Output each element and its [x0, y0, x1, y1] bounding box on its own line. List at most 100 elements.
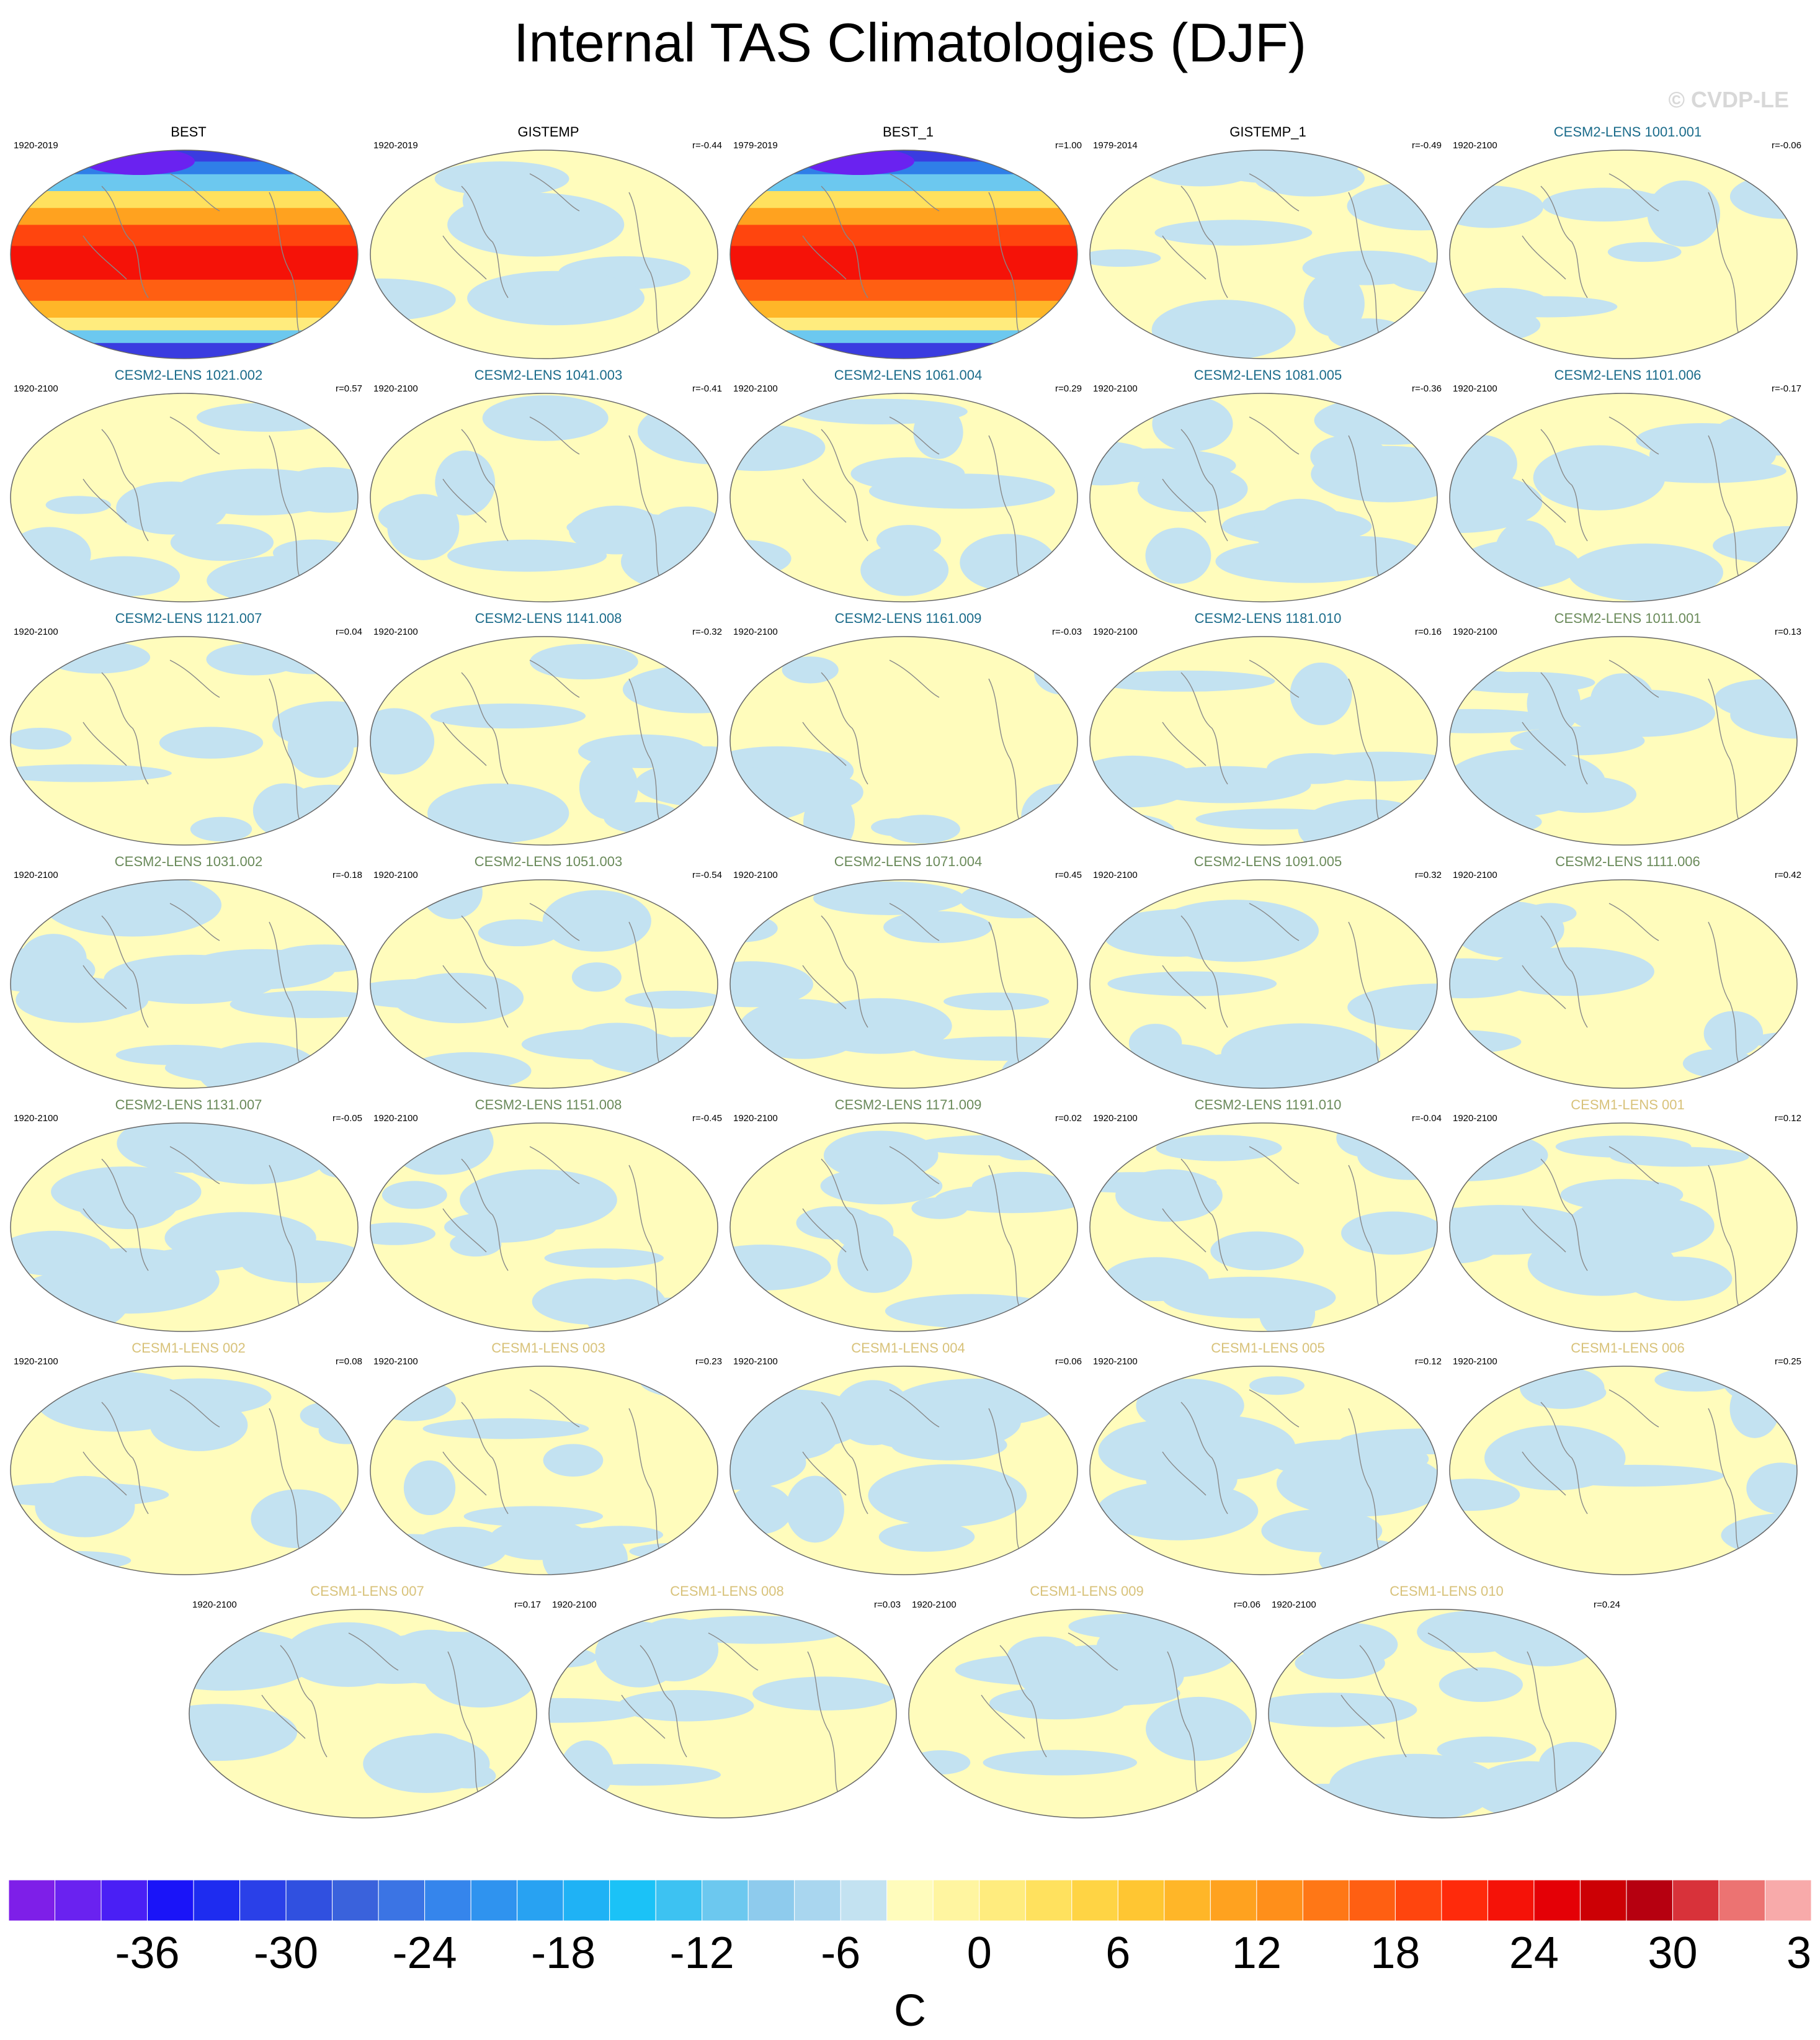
anomaly-patch — [1037, 893, 1077, 921]
world-map — [370, 150, 718, 359]
anomaly-patch — [1439, 1667, 1523, 1702]
anomaly-patch — [796, 1206, 876, 1240]
anomaly-patch — [1537, 1380, 1607, 1405]
panel-title: CESM1-LENS 005 — [1211, 1340, 1325, 1356]
anomaly-patch — [1545, 1464, 1724, 1487]
map-panel: GISTEMP_1 1979-2014 r=-0.49 — [1088, 124, 1448, 360]
panel-correlation: r=0.13 — [1775, 627, 1801, 637]
anomaly-patch — [164, 1212, 316, 1264]
coastline — [802, 1451, 847, 1496]
coastline — [1708, 678, 1740, 822]
map-outline — [370, 1122, 718, 1332]
anomaly-patch — [730, 961, 813, 1008]
colorbar-swatch — [1164, 1880, 1211, 1921]
coastline — [1540, 1158, 1588, 1271]
coastline — [101, 429, 149, 542]
anomaly-patch — [730, 1484, 793, 1534]
panel-period: 1920-2100 — [733, 627, 778, 637]
anomaly-patch — [886, 815, 960, 844]
colorbar-tick-label: 24 — [1509, 1928, 1559, 1978]
map-outline — [1449, 1366, 1798, 1575]
coastline — [169, 416, 220, 455]
anomaly-patch — [617, 1689, 754, 1722]
coastline — [269, 192, 301, 336]
world-map — [10, 1122, 359, 1332]
panel-title: CESM1-LENS 007 — [310, 1583, 424, 1599]
coastline — [529, 416, 580, 455]
anomaly-patch — [1090, 249, 1161, 267]
coastline — [889, 173, 940, 212]
map-outline — [10, 1122, 359, 1332]
anomaly-patch — [1221, 1023, 1381, 1085]
anomaly-patch — [935, 1184, 1077, 1214]
colorbar-swatch — [1533, 1880, 1581, 1921]
anomaly-patch — [482, 395, 609, 441]
coastline — [640, 1645, 687, 1758]
coastline — [461, 429, 509, 542]
anomaly-patch — [359, 1631, 537, 1685]
anomaly-patch — [478, 919, 560, 947]
temperature-band — [730, 342, 1077, 359]
panel-title: CESM2-LENS 1191.010 — [1194, 1097, 1342, 1112]
coastline — [1249, 660, 1300, 698]
anomaly-patch — [1525, 903, 1577, 924]
map-outline — [729, 879, 1078, 1089]
anomaly-patch — [991, 1132, 1055, 1161]
temperature-band — [730, 208, 1077, 226]
panel-title: CESM2-LENS 1001.001 — [1553, 124, 1702, 140]
map-panel: CESM1-LENS 006 1920-2100 r=0.25 — [1448, 1340, 1808, 1576]
panel-period: 1920-2100 — [373, 1356, 418, 1367]
anomaly-patch — [1151, 300, 1296, 359]
anomaly-patch — [51, 1166, 202, 1217]
coastline — [1608, 1146, 1659, 1184]
map-panel: BEST 1920-2019 — [9, 124, 368, 360]
coastline — [821, 915, 868, 1028]
colorbar-swatch — [1302, 1880, 1350, 1921]
map-panel: CESM2-LENS 1131.007 1920-2100 r=-0.05 — [9, 1097, 368, 1333]
anomaly-patch — [35, 1475, 135, 1537]
coastline — [1162, 478, 1207, 523]
anomaly-patch — [1146, 1696, 1252, 1761]
coastline — [461, 1402, 509, 1514]
anomaly-patch — [447, 539, 607, 572]
panel-title: CESM2-LENS 1121.007 — [115, 611, 262, 626]
colorbar-swatch — [1025, 1880, 1073, 1921]
world-map — [370, 636, 718, 846]
anomaly-patch — [1310, 435, 1388, 478]
coastline — [628, 678, 661, 822]
anomaly-patch — [370, 1378, 456, 1421]
anomaly-patch — [1269, 1693, 1417, 1727]
colorbar-swatch — [1441, 1880, 1488, 1921]
map-panel: CESM2-LENS 1161.009 1920-2100 r=-0.03 — [728, 611, 1088, 846]
anomaly-patch — [1450, 671, 1595, 694]
coastline — [442, 1208, 487, 1253]
coastline — [802, 1208, 847, 1253]
coastline — [269, 1165, 301, 1309]
anomaly-patch — [403, 1460, 456, 1516]
anomaly-patch — [578, 1526, 664, 1544]
coastline — [1162, 965, 1207, 1009]
anomaly-patch — [730, 424, 826, 472]
map-outline — [370, 393, 718, 602]
anomaly-patch — [300, 1402, 353, 1429]
credit-label: © CVDP-LE — [1668, 87, 1789, 112]
anomaly-patch — [595, 1621, 684, 1688]
panel-period: 1920-2100 — [1093, 870, 1138, 880]
anomaly-patch — [471, 789, 532, 813]
temperature-band — [730, 174, 1077, 192]
anomaly-patch — [387, 494, 460, 560]
anomaly-patch — [11, 727, 72, 750]
colorbar-unit-label: C — [894, 1986, 926, 2036]
map-panel: BEST_1 1979-2019 r=1.00 — [728, 124, 1088, 360]
anomaly-patch — [883, 911, 993, 943]
panel-correlation: r=-0.04 — [1412, 1113, 1442, 1124]
anomaly-patch — [561, 1763, 721, 1786]
coastline — [821, 429, 868, 542]
anomaly-patch — [1341, 1211, 1437, 1255]
world-map — [1089, 150, 1438, 359]
anomaly-patch — [68, 556, 181, 597]
anomaly-patch — [575, 1022, 659, 1053]
anomaly-patch — [1261, 1509, 1383, 1552]
map-panel: CESM2-LENS 1031.002 1920-2100 r=-0.18 — [9, 854, 368, 1089]
map-outline — [1089, 393, 1438, 602]
